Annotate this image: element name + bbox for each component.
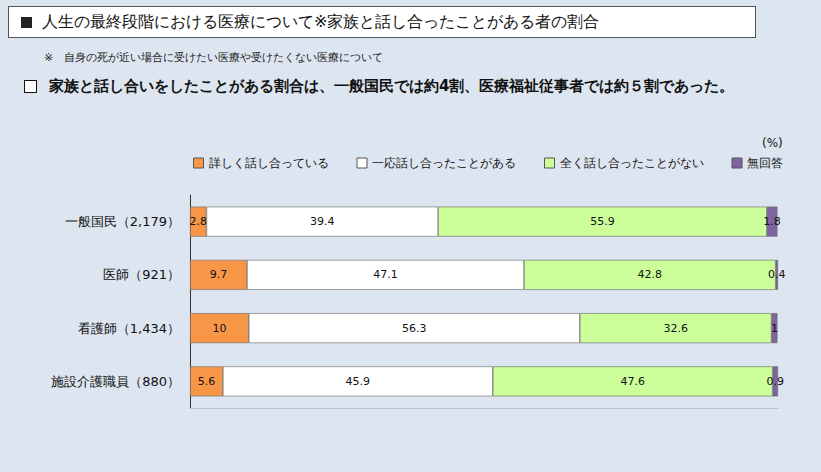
svg-text:9.7: 9.7 — [210, 268, 228, 281]
svg-text:詳しく話し合っている: 詳しく話し合っている — [209, 156, 329, 170]
svg-text:0.4: 0.4 — [768, 268, 786, 281]
svg-text:1: 1 — [771, 322, 778, 335]
svg-text:39.4: 39.4 — [310, 215, 335, 228]
svg-text:45.9: 45.9 — [346, 375, 371, 388]
svg-text:全く話し合ったことがない: 全く話し合ったことがない — [560, 156, 704, 170]
svg-text:看護師（1,434）: 看護師（1,434） — [78, 321, 180, 336]
svg-text:56.3: 56.3 — [402, 322, 427, 335]
svg-text:2.8: 2.8 — [189, 215, 207, 228]
svg-text:医師（921）: 医師（921） — [103, 267, 180, 282]
svg-text:施設介護職員（880）: 施設介護職員（880） — [51, 374, 180, 389]
svg-text:10: 10 — [212, 322, 226, 335]
svg-text:47.6: 47.6 — [621, 375, 646, 388]
svg-text:一般国民（2,179）: 一般国民（2,179） — [65, 214, 180, 229]
svg-text:55.9: 55.9 — [590, 215, 615, 228]
svg-text:47.1: 47.1 — [373, 268, 398, 281]
svg-text:5.6: 5.6 — [198, 375, 216, 388]
html-text:家族と話し合いをしたことがある割合は、一般国民では約4割、医: 家族と話し合いをしたことがある割合は、一般国民では約4割、医療福祉従事者では約５… — [49, 77, 735, 95]
svg-text:32.6: 32.6 — [663, 322, 688, 335]
svg-text:無回答: 無回答 — [747, 156, 783, 170]
svg-text:0.9: 0.9 — [767, 375, 785, 388]
html-text:※ 自身の死が近い場合に受けたい医療や受けたくない医療につい: ※ 自身の死が近い場合に受けたい医療や受けたくない医療について — [44, 51, 384, 64]
svg-text:1.8: 1.8 — [763, 215, 781, 228]
html-text:人生の最終段階における医療について※家族と話し合ったことがあ: 人生の最終段階における医療について※家族と話し合ったことがある者の割合 — [42, 11, 600, 31]
svg-text:42.8: 42.8 — [638, 268, 663, 281]
svg-text:一応話し合ったことがある: 一応話し合ったことがある — [372, 156, 516, 170]
